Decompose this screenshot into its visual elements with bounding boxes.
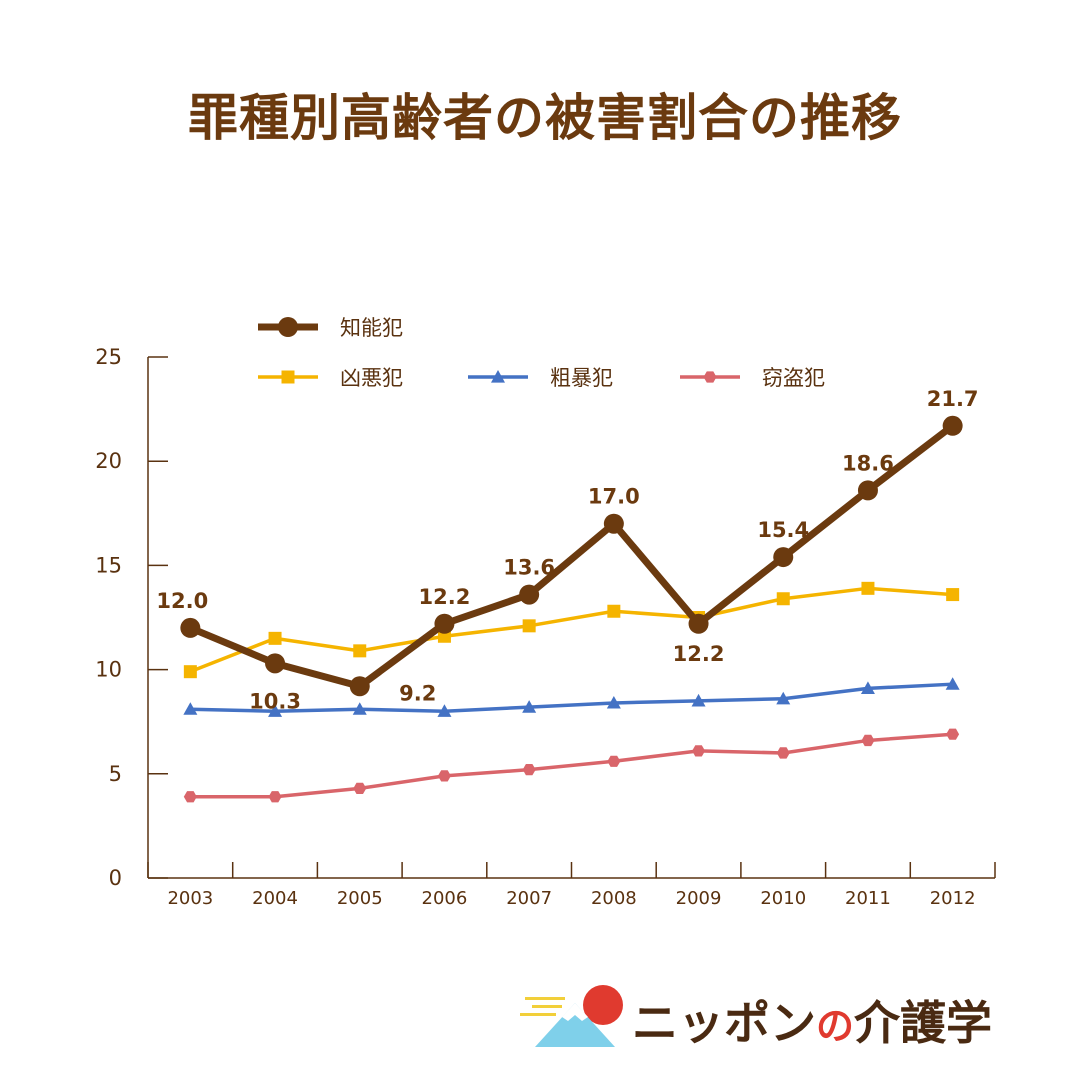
data-point bbox=[773, 547, 794, 568]
data-point bbox=[437, 704, 452, 717]
data-point bbox=[353, 782, 367, 794]
brand-logo-text-part1: ニッポン bbox=[632, 996, 816, 1050]
x-tick-label: 2012 bbox=[930, 888, 976, 909]
data-label: 13.6 bbox=[503, 556, 555, 580]
legend-marker bbox=[491, 370, 505, 383]
y-tick-label: 25 bbox=[95, 345, 122, 369]
data-point bbox=[776, 691, 791, 705]
y-tick-label: 5 bbox=[109, 762, 122, 786]
data-point bbox=[268, 631, 282, 645]
y-tick-label: 10 bbox=[95, 658, 122, 682]
data-point bbox=[437, 770, 451, 782]
data-point bbox=[857, 480, 878, 501]
series-line bbox=[189, 586, 953, 674]
data-label: 9.2 bbox=[399, 681, 436, 705]
data-point bbox=[522, 700, 537, 713]
data-point bbox=[776, 747, 790, 759]
data-point bbox=[603, 513, 624, 534]
data-point bbox=[692, 745, 706, 757]
data-point bbox=[265, 653, 286, 674]
data-point bbox=[776, 592, 790, 606]
data-label: 18.6 bbox=[842, 451, 894, 475]
x-tick-label: 2005 bbox=[337, 888, 383, 909]
data-label: 21.7 bbox=[927, 387, 979, 411]
x-tick-label: 2003 bbox=[167, 888, 213, 909]
x-tick-label: 2011 bbox=[845, 888, 891, 909]
data-point bbox=[688, 613, 709, 634]
data-point bbox=[180, 617, 201, 638]
data-label: 15.4 bbox=[757, 518, 809, 542]
series-line bbox=[188, 422, 955, 690]
data-point bbox=[861, 734, 875, 747]
data-point bbox=[519, 584, 540, 605]
x-tick-label: 2010 bbox=[760, 888, 806, 909]
data-point bbox=[522, 619, 536, 633]
brand-logo-text-part3: 介護学 bbox=[854, 996, 993, 1050]
mount-fuji-logo-icon bbox=[520, 985, 623, 1047]
data-point bbox=[349, 676, 370, 697]
x-tick-label: 2008 bbox=[591, 888, 637, 909]
legend-marker bbox=[278, 317, 298, 337]
data-point bbox=[942, 415, 963, 436]
legend-label: 窃盗犯 bbox=[762, 366, 825, 390]
series-line bbox=[190, 682, 953, 714]
data-point bbox=[268, 704, 283, 717]
legend-label: 凶悪犯 bbox=[340, 366, 403, 390]
data-label: 12.2 bbox=[419, 585, 471, 609]
data-point bbox=[522, 764, 536, 776]
brand-logo: ニッポンの介護学 bbox=[520, 985, 1080, 1055]
x-tick-label: 2009 bbox=[676, 888, 722, 909]
brand-logo-text: ニッポンの介護学 bbox=[632, 987, 992, 1053]
data-point bbox=[434, 613, 455, 634]
data-point bbox=[607, 604, 621, 618]
x-tick-label: 2004 bbox=[252, 888, 298, 909]
data-point bbox=[183, 702, 198, 715]
data-point bbox=[352, 702, 367, 715]
data-point bbox=[861, 581, 875, 595]
data-label: 17.0 bbox=[588, 485, 640, 509]
legend-marker bbox=[703, 371, 717, 383]
legend-label: 知能犯 bbox=[340, 316, 403, 340]
data-point bbox=[945, 677, 960, 690]
data-label: 10.3 bbox=[249, 689, 301, 713]
brand-logo-text-no: の bbox=[816, 1004, 855, 1048]
y-tick-label: 15 bbox=[95, 553, 122, 577]
data-point bbox=[691, 693, 706, 707]
data-point bbox=[946, 588, 960, 602]
data-point bbox=[607, 755, 621, 767]
data-point bbox=[183, 665, 197, 679]
data-point bbox=[606, 695, 621, 709]
data-point bbox=[268, 791, 282, 803]
data-point bbox=[353, 644, 367, 658]
legend-marker bbox=[281, 370, 295, 384]
y-tick-label: 0 bbox=[109, 866, 122, 890]
series-line bbox=[190, 732, 953, 799]
y-tick-label: 20 bbox=[95, 449, 122, 473]
x-tick-label: 2006 bbox=[422, 888, 468, 909]
data-label: 12.2 bbox=[673, 642, 725, 666]
data-point bbox=[860, 681, 875, 694]
data-point bbox=[946, 728, 960, 740]
x-tick-label: 2007 bbox=[506, 888, 552, 909]
data-label: 12.0 bbox=[156, 589, 208, 613]
chart-title: 罪種別高齢者の被害割合の推移 bbox=[188, 89, 902, 147]
data-point bbox=[183, 791, 197, 803]
legend-label: 粗暴犯 bbox=[550, 366, 613, 390]
